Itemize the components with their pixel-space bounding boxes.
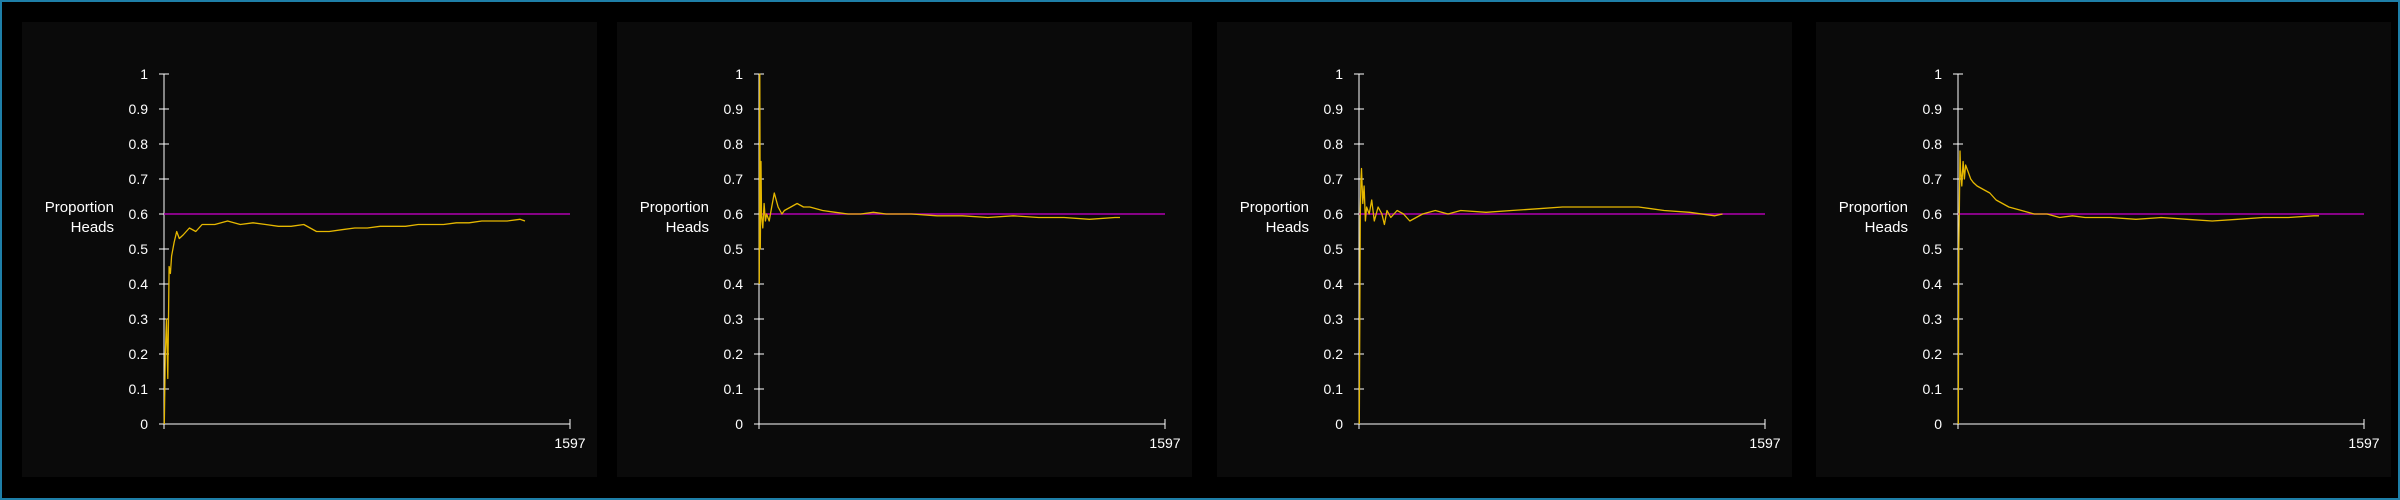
y-tick-label: 0.2 xyxy=(724,346,744,362)
x-tick-label: 1597 xyxy=(1149,435,1180,451)
y-tick-label: 0.3 xyxy=(1324,311,1344,327)
y-tick-label: 0.5 xyxy=(724,241,744,257)
x-tick-label: 1597 xyxy=(554,435,585,451)
chart-plot-area: 0 0.1 0.2 0.3 0.4 0.5 0.6 0.7 0.8 0.9 1 1597 xyxy=(724,66,1181,451)
y-tick-label: 0.8 xyxy=(724,136,744,152)
y-axis-label-line-2: Heads xyxy=(1864,219,1908,236)
y-tick-label: 0.6 xyxy=(129,206,149,222)
y-tick-label: 0.2 xyxy=(1923,346,1943,362)
y-tick-label: 0.2 xyxy=(1324,346,1344,362)
y-tick-label: 0.7 xyxy=(1923,171,1943,187)
y-tick-label: 0.3 xyxy=(129,311,149,327)
y-axis-label-line-1: Proportion xyxy=(44,199,114,216)
y-axis-label-line-2: Heads xyxy=(665,219,709,236)
y-tick-label: 0.5 xyxy=(1324,241,1344,257)
y-tick-label: 0.5 xyxy=(129,241,149,257)
y-tick-label: 0.6 xyxy=(1324,206,1344,222)
chart-plot-area: 0 0.1 0.2 0.3 0.4 0.5 0.6 0.7 0.8 0.9 1 1597 xyxy=(129,66,586,451)
y-tick-label: 0.3 xyxy=(724,311,744,327)
y-tick-label: 0.7 xyxy=(724,171,744,187)
y-axis-label: Proportion Heads xyxy=(22,198,114,238)
y-tick-label: 0.6 xyxy=(724,206,744,222)
chart-panel-2: Proportion Heads 0 0.1 0.2 0.3 0.4 0.5 0.6 0.7 0… xyxy=(617,22,1192,477)
y-axis-label: Proportion Heads xyxy=(1816,198,1908,238)
y-axis-label-line-1: Proportion xyxy=(1239,199,1309,216)
x-tick-label: 1597 xyxy=(2348,435,2379,451)
y-tick-label: 0 xyxy=(735,416,743,432)
y-tick-label: 0 xyxy=(1335,416,1343,432)
series-line-proportion-heads xyxy=(758,73,1120,285)
y-tick-label: 0.1 xyxy=(1923,381,1943,397)
y-tick-label: 0.1 xyxy=(129,381,149,397)
series-line-proportion-heads xyxy=(163,218,526,425)
y-tick-label: 0.9 xyxy=(1324,101,1344,117)
y-tick-label: 1 xyxy=(1934,66,1942,82)
y-axis-label-line-1: Proportion xyxy=(639,199,709,216)
y-tick-label: 0.8 xyxy=(1923,136,1943,152)
y-tick-label: 0 xyxy=(140,416,148,432)
y-tick-label: 0.9 xyxy=(724,101,744,117)
y-tick-label: 0.4 xyxy=(1324,276,1344,292)
y-tick-label: 0.7 xyxy=(129,171,149,187)
y-axis-label-line-1: Proportion xyxy=(1838,199,1908,216)
x-tick-label: 1597 xyxy=(1749,435,1780,451)
chart-panel-4: Proportion Heads 0 0.1 0.2 0.3 0.4 0.5 0.6 0.7 0… xyxy=(1816,22,2391,477)
y-tick-label: 0.9 xyxy=(129,101,149,117)
chart-plot-area: 0 0.1 0.2 0.3 0.4 0.5 0.6 0.7 0.8 0.9 1 1597 xyxy=(1923,66,2380,451)
y-tick-label: 1 xyxy=(140,66,148,82)
y-tick-label: 1 xyxy=(1335,66,1343,82)
y-tick-label: 0.7 xyxy=(1324,171,1344,187)
y-axis-label: Proportion Heads xyxy=(1217,198,1309,238)
y-tick-label: 0.8 xyxy=(129,136,149,152)
y-tick-label: 0.1 xyxy=(1324,381,1344,397)
y-tick-label: 0.1 xyxy=(724,381,744,397)
y-tick-label: 0.5 xyxy=(1923,241,1943,257)
series-line-proportion-heads xyxy=(1957,150,2319,425)
y-tick-label: 0.9 xyxy=(1923,101,1943,117)
chart-panel-3: Proportion Heads 0 0.1 0.2 0.3 0.4 0.5 0.6 0.7 0… xyxy=(1217,22,1792,477)
chart-panel-1: Proportion Heads 0 0.1 0.2 0.3 0.4 0.5 0.6 0.7 0… xyxy=(22,22,597,477)
y-axis-label: Proportion Heads xyxy=(617,198,709,238)
chart-plot-area: 0 0.1 0.2 0.3 0.4 0.5 0.6 0.7 0.8 0.9 1 1597 xyxy=(1324,66,1781,451)
y-tick-label: 0.4 xyxy=(129,276,149,292)
y-tick-label: 0 xyxy=(1934,416,1942,432)
y-tick-label: 0.4 xyxy=(724,276,744,292)
y-axis-label-line-2: Heads xyxy=(1265,219,1309,236)
y-axis-label-line-2: Heads xyxy=(70,219,114,236)
y-tick-label: 0.6 xyxy=(1923,206,1943,222)
y-tick-label: 0.8 xyxy=(1324,136,1344,152)
y-tick-label: 0.4 xyxy=(1923,276,1943,292)
series-line-proportion-heads xyxy=(1358,167,1723,425)
y-tick-label: 1 xyxy=(735,66,743,82)
y-tick-label: 0.3 xyxy=(1923,311,1943,327)
y-tick-label: 0.2 xyxy=(129,346,149,362)
